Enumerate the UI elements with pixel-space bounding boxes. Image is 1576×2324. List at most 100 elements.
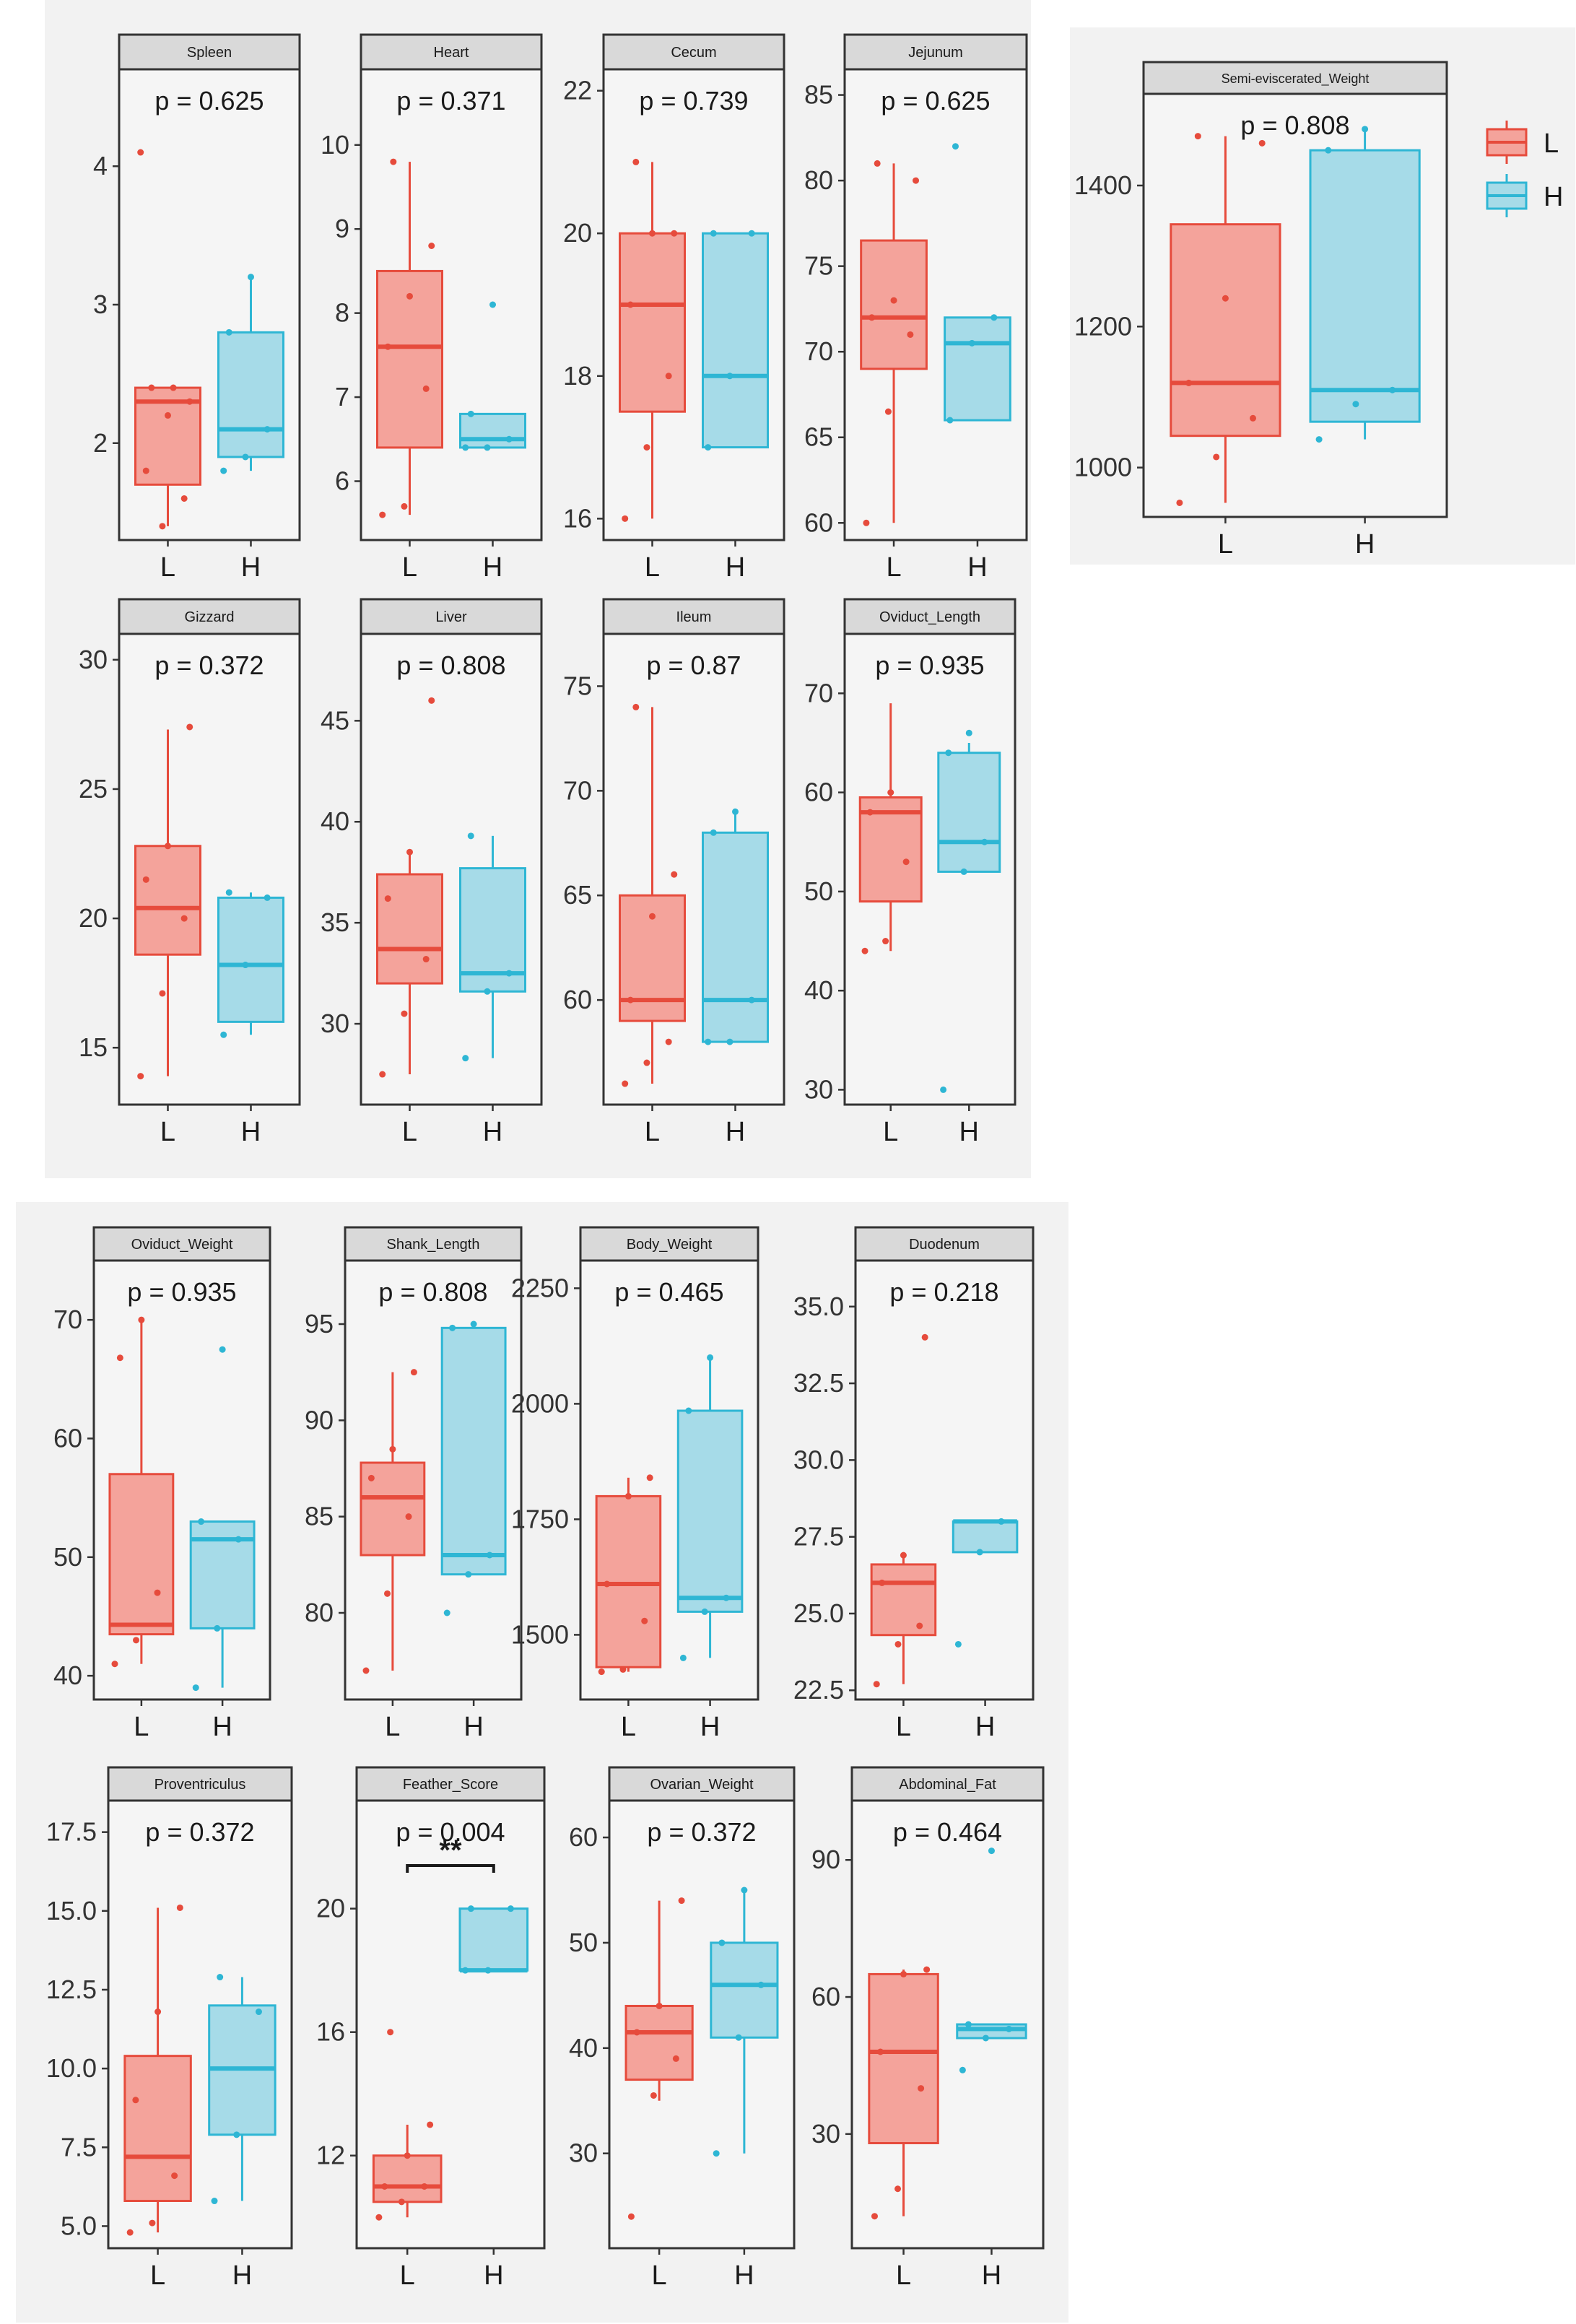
- y-tick-label-jejunum: 60: [804, 508, 833, 537]
- p-value-duodenum: p = 0.218: [889, 1277, 998, 1307]
- panel-frame-cecum: [602, 68, 785, 541]
- legend-label-l: L: [1544, 129, 1559, 159]
- y-tick-label-shank-length: 80: [305, 1598, 334, 1627]
- point-liver-l: [422, 956, 430, 963]
- p-value-spleen: p = 0.625: [154, 86, 264, 116]
- y-tick-label-duodenum: 30.0: [793, 1445, 844, 1474]
- y-tick-label-oviduct-weight: 40: [53, 1661, 82, 1690]
- point-feather-score-l: [381, 2182, 388, 2190]
- point-heart-h: [467, 410, 474, 417]
- y-tick-label-body-weight: 2000: [511, 1388, 569, 1418]
- x-tick-label-heart-h: H: [483, 552, 502, 583]
- p-value-ileum: p = 0.87: [646, 650, 741, 680]
- point-abdominal-fat-l: [871, 2213, 878, 2220]
- x-tick-label-proventriculus-h: H: [232, 2260, 252, 2291]
- y-tick-label-cecum: 20: [563, 218, 592, 248]
- y-tick-label-oviduct-weight: 70: [53, 1305, 82, 1334]
- y-tick-label-ileum: 70: [563, 775, 592, 805]
- point-liver-l: [384, 895, 391, 902]
- point-ovarian-weight-l: [627, 2213, 635, 2220]
- strip-title-oviduct-weight: Oviduct_Weight: [131, 1237, 233, 1253]
- x-tick-label-spleen-l: L: [160, 552, 175, 583]
- x-tick-label-cecum-l: L: [645, 552, 660, 583]
- point-heart-l: [406, 292, 413, 300]
- point-spleen-h: [242, 453, 249, 461]
- point-heart-l: [401, 502, 408, 510]
- panel-frame-abdominal-fat: [850, 1799, 1045, 2250]
- point-semi-eviscerated-weight-l: [1250, 414, 1257, 422]
- strip-title-cecum: Cecum: [671, 45, 716, 61]
- point-cecum-h: [748, 230, 755, 237]
- y-tick-label-semi-eviscerated-weight: 1200: [1074, 311, 1132, 341]
- box-oviduct-length-h: [937, 752, 1001, 873]
- point-proventriculus-l: [176, 1904, 183, 1911]
- point-spleen-l: [170, 384, 177, 391]
- x-tick-label-ovarian-weight-l: L: [652, 2260, 667, 2291]
- x-tick-label-body-weight-h: H: [700, 1712, 720, 1742]
- point-body-weight-h: [723, 1594, 730, 1601]
- x-tick-label-feather-score-l: L: [400, 2260, 415, 2291]
- y-tick-label-oviduct-length: 70: [804, 678, 833, 708]
- point-body-weight-l: [619, 1666, 627, 1673]
- y-tick-label-oviduct-length: 50: [804, 876, 833, 906]
- point-oviduct-length-l: [887, 789, 894, 796]
- strip-title-gizzard: Gizzard: [185, 609, 235, 625]
- point-spleen-l: [148, 384, 155, 391]
- point-semi-eviscerated-weight-l: [1194, 133, 1201, 140]
- box-semi-eviscerated-weight-h: [1309, 149, 1421, 423]
- point-gizzard-l: [137, 1073, 144, 1080]
- y-tick-label-ileum: 65: [563, 880, 592, 910]
- panel-frame-duodenum: [854, 1259, 1035, 1701]
- x-tick-label-oviduct-weight-l: L: [134, 1712, 149, 1742]
- point-gizzard-l: [159, 990, 166, 997]
- y-tick-label-proventriculus: 5.0: [61, 2211, 97, 2240]
- point-feather-score-h: [484, 1967, 492, 1974]
- strip-proventriculus: [107, 1766, 293, 1802]
- point-cecum-l: [632, 158, 640, 165]
- y-tick-label-duodenum: 35.0: [793, 1292, 844, 1321]
- y-tick-label-jejunum: 80: [804, 165, 833, 195]
- x-tick-label-oviduct-length-l: L: [883, 1117, 898, 1147]
- y-tick-label-feather-score: 16: [316, 2017, 345, 2047]
- strip-title-duodenum: Duodenum: [909, 1237, 980, 1253]
- point-heart-h: [484, 444, 491, 451]
- point-heart-l: [428, 243, 435, 249]
- y-tick-label-duodenum: 22.5: [793, 1675, 844, 1705]
- y-tick-label-duodenum: 32.5: [793, 1368, 844, 1398]
- point-body-weight-h: [679, 1654, 687, 1661]
- p-value-body-weight: p = 0.465: [614, 1277, 723, 1307]
- strip-cecum: [602, 33, 785, 71]
- point-ileum-l: [627, 996, 634, 1004]
- point-oviduct-weight-h: [235, 1536, 242, 1543]
- y-tick-label-shank-length: 85: [305, 1502, 334, 1531]
- point-oviduct-length-l: [882, 938, 889, 945]
- point-jejunum-h: [952, 143, 959, 150]
- x-tick-label-gizzard-l: L: [160, 1117, 175, 1147]
- y-tick-label-body-weight: 1500: [511, 1619, 569, 1649]
- y-tick-label-spleen: 2: [93, 428, 108, 458]
- p-value-cecum: p = 0.739: [639, 86, 748, 116]
- point-cecum-h: [726, 373, 733, 380]
- point-gizzard-h: [225, 889, 232, 896]
- strip-gizzard: [118, 598, 301, 635]
- x-tick-label-proventriculus-l: L: [150, 2260, 165, 2291]
- point-oviduct-weight-h: [192, 1684, 199, 1692]
- x-tick-label-semi-eviscerated-weight-h: H: [1355, 529, 1375, 560]
- point-shank-length-l: [405, 1513, 412, 1520]
- strip-title-liver: Liver: [435, 609, 467, 625]
- point-oviduct-length-l: [861, 947, 868, 954]
- y-tick-label-cecum: 18: [563, 361, 592, 391]
- panel-proventriculus: Proventriculus p = 0.372 5.0 7.5 10.0 12.5 15.…: [46, 1766, 293, 2291]
- strip-oviduct-weight: [92, 1226, 271, 1262]
- box-gizzard-h: [217, 896, 284, 1023]
- point-duodenum-h: [954, 1640, 962, 1648]
- point-spleen-l: [137, 149, 144, 156]
- point-ileum-l: [643, 1059, 650, 1066]
- box-ileum-h: [702, 831, 769, 1043]
- point-feather-score-l: [387, 2029, 394, 2036]
- y-tick-label-abdominal-fat: 90: [811, 1845, 840, 1874]
- point-jejunum-l: [890, 297, 897, 304]
- y-tick-label-heart: 9: [335, 214, 349, 243]
